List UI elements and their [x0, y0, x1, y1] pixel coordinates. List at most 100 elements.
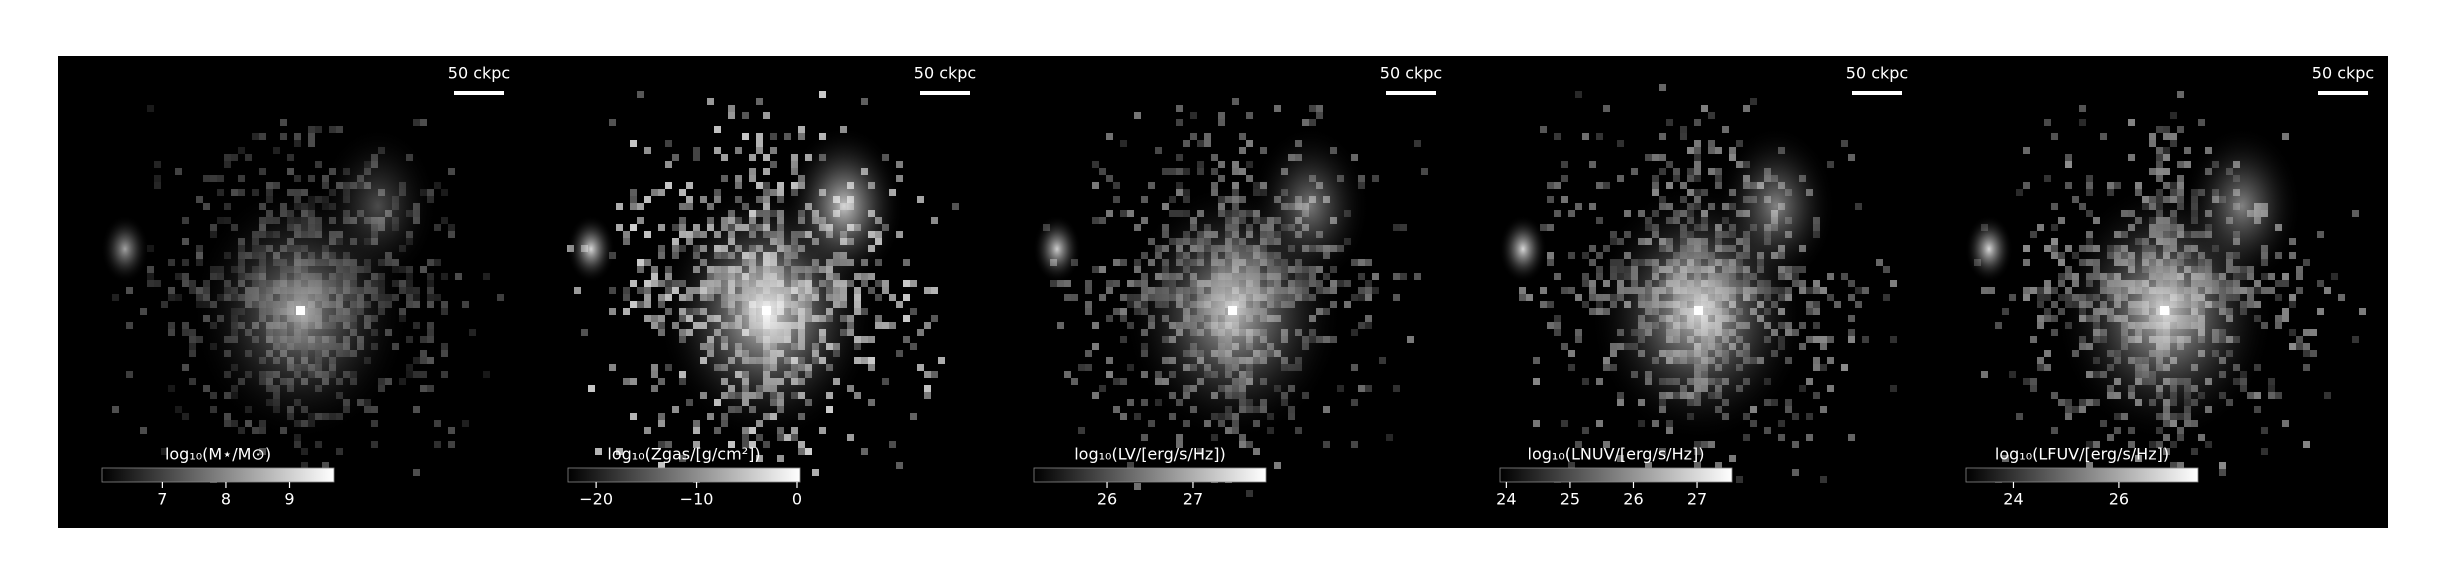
pixel	[1141, 196, 1148, 203]
pixel	[1211, 168, 1218, 175]
pixel	[469, 329, 476, 336]
colorbar	[1965, 467, 2199, 483]
pixel	[189, 378, 196, 385]
pixel	[1638, 420, 1645, 427]
pixel	[308, 133, 315, 140]
pixel	[1057, 322, 1064, 329]
pixel	[2289, 343, 2296, 350]
pixel	[819, 427, 826, 434]
pixel	[1092, 322, 1099, 329]
pixel	[630, 413, 637, 420]
pixel	[189, 350, 196, 357]
pixel	[770, 161, 777, 168]
pixel	[1176, 168, 1183, 175]
pixel	[931, 315, 938, 322]
pixel	[112, 406, 119, 413]
pixel	[917, 196, 924, 203]
pixel	[2275, 392, 2282, 399]
pixel	[1099, 168, 1106, 175]
pixel	[2303, 329, 2310, 336]
pixel	[896, 301, 903, 308]
pixel	[1652, 175, 1659, 182]
pixel	[1568, 287, 1575, 294]
pixel	[1365, 322, 1372, 329]
pixel	[1715, 175, 1722, 182]
pixel	[1820, 476, 1827, 483]
pixel	[1092, 161, 1099, 168]
pixel	[1218, 119, 1225, 126]
pixel	[2352, 336, 2359, 343]
pixel	[2128, 119, 2135, 126]
pixel	[2065, 406, 2072, 413]
pixel	[2023, 294, 2030, 301]
pixel	[259, 133, 266, 140]
pixel	[224, 203, 231, 210]
pixel	[1106, 133, 1113, 140]
pixel	[413, 287, 420, 294]
pixel	[763, 154, 770, 161]
pixel	[1785, 399, 1792, 406]
pixel	[1078, 364, 1085, 371]
pixel	[1806, 413, 1813, 420]
pixel	[280, 133, 287, 140]
pixel	[1113, 406, 1120, 413]
colorbar	[567, 467, 801, 483]
pixel	[1582, 301, 1589, 308]
pixel	[910, 280, 917, 287]
pixel	[413, 406, 420, 413]
pixel	[2037, 287, 2044, 294]
pixel	[1890, 280, 1897, 287]
pixel	[1694, 462, 1701, 469]
pixel	[1687, 168, 1694, 175]
pixel	[210, 175, 217, 182]
pixel	[231, 420, 238, 427]
pixel	[126, 322, 133, 329]
pixel	[1190, 112, 1197, 119]
pixel	[2268, 378, 2275, 385]
pixel	[1722, 126, 1729, 133]
pixel	[315, 161, 322, 168]
pixel	[651, 315, 658, 322]
pixel	[448, 231, 455, 238]
pixel	[1841, 273, 1848, 280]
pixel	[1736, 476, 1743, 483]
pixel	[1694, 147, 1701, 154]
pixel	[1533, 357, 1540, 364]
pixel	[1127, 399, 1134, 406]
pixel	[1694, 140, 1701, 147]
pixel	[770, 147, 777, 154]
pixel	[434, 182, 441, 189]
pixel	[1239, 147, 1246, 154]
pixel	[637, 203, 644, 210]
pixel	[1568, 350, 1575, 357]
pixel	[1855, 287, 1862, 294]
pixel	[1827, 273, 1834, 280]
pixel	[2163, 448, 2170, 455]
pixel	[1554, 210, 1561, 217]
pixel	[623, 287, 630, 294]
pixel	[1582, 252, 1589, 259]
pixel	[2065, 182, 2072, 189]
pixel	[1561, 287, 1568, 294]
pixel	[2114, 182, 2121, 189]
pixel	[658, 441, 665, 448]
pixel	[1260, 147, 1267, 154]
colorbar-tick-label: 8	[221, 490, 231, 509]
pixel	[2135, 455, 2142, 462]
pixel	[2149, 133, 2156, 140]
pixel	[238, 175, 245, 182]
pixel	[1554, 315, 1561, 322]
pixel	[672, 154, 679, 161]
pixel	[812, 469, 819, 476]
pixel	[1617, 140, 1624, 147]
pixel	[658, 252, 665, 259]
pixel	[1393, 224, 1400, 231]
pixel	[420, 385, 427, 392]
pixel	[1743, 434, 1750, 441]
pixel	[1883, 266, 1890, 273]
pixel	[2275, 315, 2282, 322]
pixel	[1106, 371, 1113, 378]
pixel	[1988, 287, 1995, 294]
pixel	[2282, 420, 2289, 427]
pixel	[1820, 336, 1827, 343]
